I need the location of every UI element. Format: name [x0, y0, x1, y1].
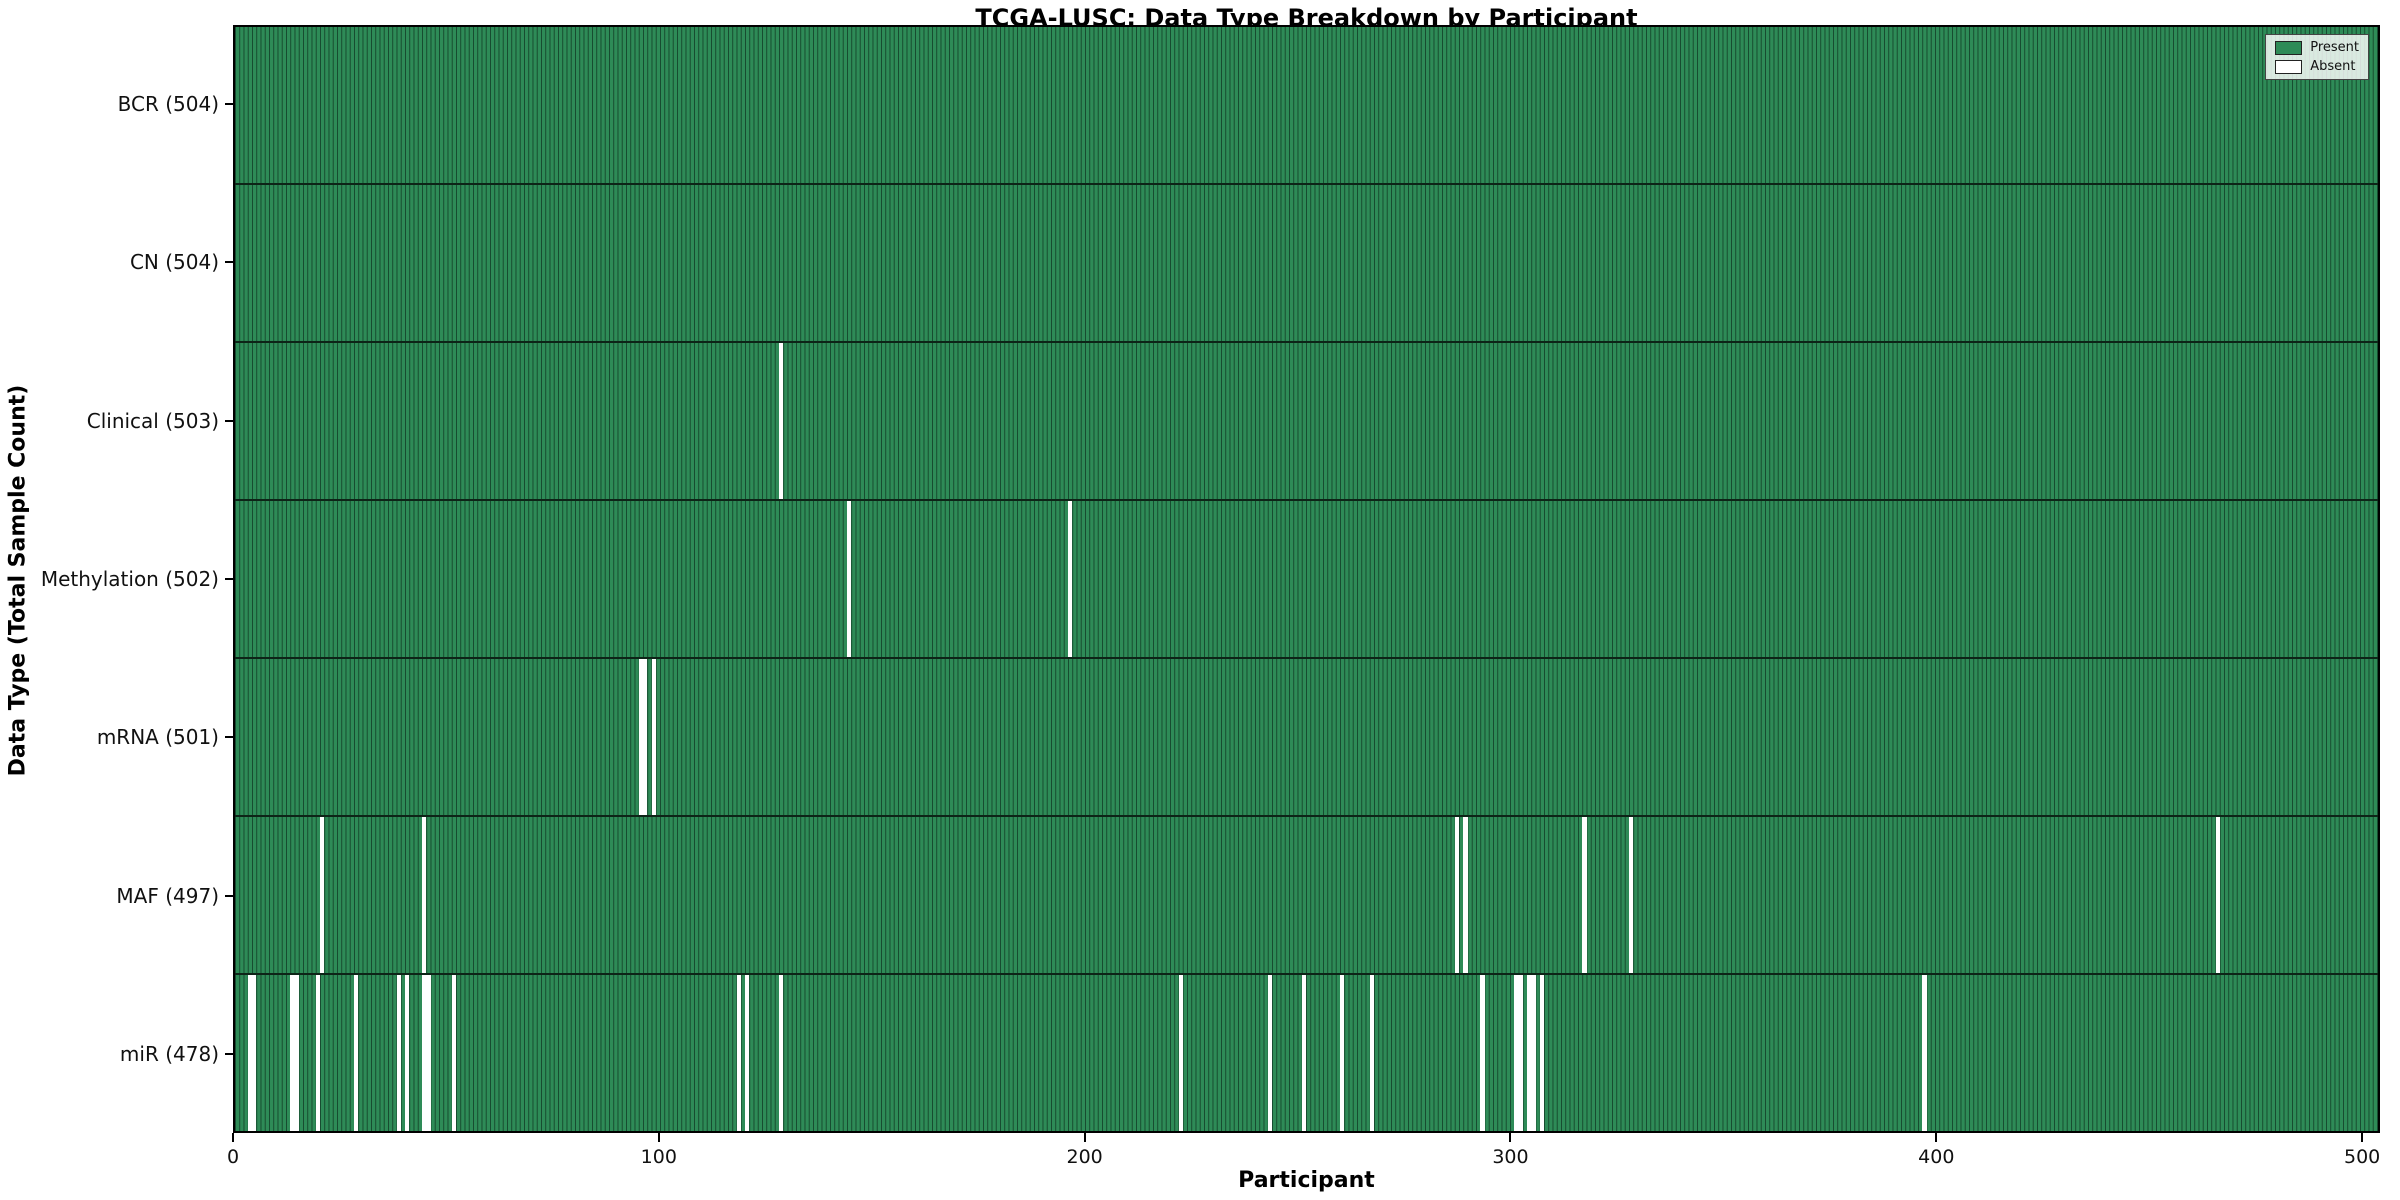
row-band-methylation: [235, 501, 2378, 659]
legend-label: Absent: [2310, 59, 2356, 74]
x-tick-mark: [232, 1133, 234, 1142]
row-bands: [235, 27, 2378, 1131]
y-tick-label-methylation: Methylation (502): [40, 567, 219, 591]
y-tick-mark: [225, 1052, 233, 1055]
y-tick-label-maf: MAF (497): [116, 883, 219, 908]
y-tick-mark: [225, 736, 233, 739]
absent-gap: [354, 975, 359, 1131]
y-tick-label-clinical: Clinical (503): [86, 408, 219, 433]
absent-gap: [1369, 975, 1375, 1131]
x-tick-label-500: 500: [2343, 1146, 2381, 1168]
absent-gap: [1531, 975, 1536, 1131]
x-tick-label-100: 100: [640, 1146, 677, 1168]
absent-gap: [1267, 975, 1273, 1131]
y-tick-label-mir: miR (478): [119, 1041, 219, 1066]
absent-gap: [422, 975, 427, 1131]
absent-gap: [1582, 817, 1587, 973]
absent-gap: [1629, 817, 1634, 973]
x-tick-mark: [657, 1133, 660, 1142]
x-tick-label-200: 200: [1066, 1146, 1103, 1168]
x-tick-mark: [1509, 1133, 1512, 1142]
row-band-mir: [235, 975, 2378, 1131]
absent-gap: [315, 975, 320, 1131]
absent-gap: [736, 975, 741, 1131]
y-tick-label-bcr: BCR (504): [117, 92, 219, 117]
absent-gap: [1539, 975, 1545, 1131]
absent-gap: [1527, 975, 1532, 1131]
absent-gap: [1340, 975, 1345, 1131]
absent-gap: [405, 975, 410, 1131]
x-tick-label-400: 400: [1918, 1146, 1955, 1168]
y-tick-mark: [225, 578, 233, 580]
x-tick-label-300: 300: [1492, 1146, 1529, 1168]
absent-gap: [1068, 501, 1073, 657]
x-tick-mark: [2361, 1133, 2364, 1142]
absent-gap: [252, 975, 257, 1131]
plot-area: Present Absent: [233, 25, 2380, 1133]
absent-gap: [745, 975, 750, 1131]
y-tick-mark: [225, 261, 233, 264]
y-tick-label-cn: CN (504): [129, 250, 219, 275]
absent-gap: [1463, 817, 1468, 973]
y-tick-mark: [225, 894, 233, 897]
absent-gap: [451, 975, 456, 1131]
legend: Present Absent: [2265, 34, 2369, 80]
x-tick-mark: [1935, 1133, 1938, 1142]
legend-item-absent: Absent: [2275, 59, 2359, 74]
absent-gap: [847, 501, 852, 657]
absent-gap: [320, 817, 325, 973]
x-axis-label: Participant: [1238, 1168, 1375, 1193]
absent-gap: [2215, 817, 2220, 973]
legend-label: Present: [2310, 40, 2359, 55]
x-tick-mark: [1083, 1133, 1086, 1142]
y-tick-mark: [225, 103, 233, 106]
absent-gap: [294, 975, 299, 1131]
absent-gap: [779, 343, 784, 499]
legend-swatch-present: [2275, 40, 2303, 55]
absent-gap: [422, 817, 427, 973]
absent-gap: [290, 975, 295, 1131]
absent-gap: [1480, 975, 1485, 1131]
row-band-maf: [235, 817, 2378, 975]
x-tick-label-0: 0: [226, 1146, 240, 1168]
row-band-cn: [235, 185, 2378, 343]
absent-gap: [396, 975, 401, 1131]
absent-gap: [1518, 975, 1523, 1131]
legend-swatch-absent: [2275, 59, 2303, 74]
absent-gap: [1301, 975, 1307, 1131]
absent-gap: [1922, 975, 1927, 1131]
absent-gap: [638, 659, 644, 815]
absent-gap: [643, 659, 648, 815]
absent-gap: [1454, 817, 1460, 973]
absent-gap: [651, 659, 656, 815]
absent-gap: [247, 975, 252, 1131]
y-tick-mark: [225, 419, 233, 422]
absent-gap: [1514, 975, 1519, 1131]
row-band-clinical: [235, 343, 2378, 501]
legend-item-present: Present: [2275, 40, 2359, 55]
row-band-bcr: [235, 27, 2378, 185]
absent-gap: [1178, 975, 1183, 1131]
absent-gap: [779, 975, 784, 1131]
y-tick-label-mrna: mRNA (501): [96, 725, 219, 750]
absent-gap: [426, 975, 431, 1131]
row-band-mrna: [235, 659, 2378, 817]
